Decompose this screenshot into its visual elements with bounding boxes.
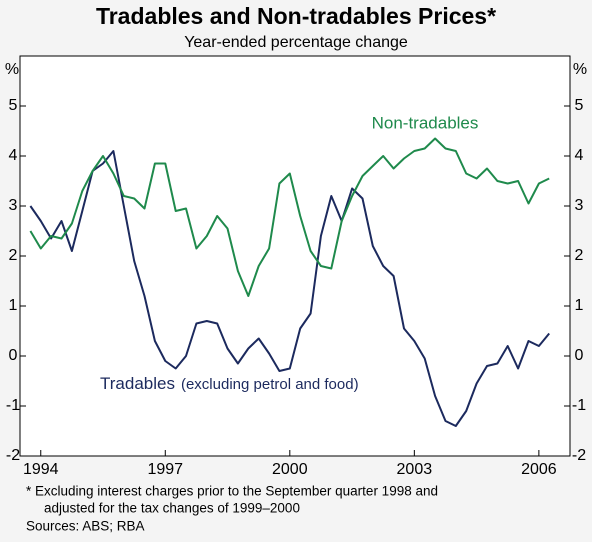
- series-line: [29, 137, 550, 297]
- y-tick-label: 5: [9, 97, 18, 114]
- y-tick-label-right: 0: [575, 347, 584, 364]
- chart-subtitle: Year-ended percentage change: [184, 34, 408, 51]
- y-tick-label: -2: [6, 447, 20, 464]
- y-tick-label: 4: [9, 147, 18, 164]
- x-tick-label: 2000: [272, 461, 308, 478]
- annotation-sub: (excluding petrol and food): [181, 376, 359, 393]
- y-tick-label-right: 1: [575, 297, 584, 314]
- y-tick-label-right: 4: [575, 147, 584, 164]
- series-line: [29, 150, 550, 427]
- y-unit-left: %: [5, 61, 19, 78]
- y-unit-right: %: [573, 61, 587, 78]
- x-tick-label: 2006: [521, 461, 557, 478]
- x-tick-label: 2003: [397, 461, 433, 478]
- y-tick-label: 0: [9, 347, 18, 364]
- y-tick-label-right: 2: [575, 247, 584, 264]
- y-tick-label: 3: [9, 197, 18, 214]
- chart-title: Tradables and Non-tradables Prices*: [96, 3, 496, 29]
- y-tick-label-right: 3: [575, 197, 584, 214]
- y-tick-label: -1: [6, 397, 20, 414]
- annotation: Tradables (excluding petrol and food): [100, 374, 359, 393]
- annotation-main: Tradables: [100, 374, 175, 393]
- x-tick-label: 1997: [147, 461, 183, 478]
- x-tick-label: 1994: [23, 461, 59, 478]
- sources: Sources: ABS; RBA: [26, 519, 145, 534]
- footnote: * Excluding interest charges prior to th…: [26, 484, 438, 499]
- y-tick-label-right: -1: [572, 397, 586, 414]
- y-tick-label: 1: [9, 297, 18, 314]
- footnote: adjusted for the tax changes of 1999–200…: [44, 501, 300, 516]
- y-tick-label: 2: [9, 247, 18, 264]
- y-tick-label-right: -2: [572, 447, 586, 464]
- annotation: Non-tradables: [372, 113, 479, 132]
- y-tick-label-right: 5: [575, 97, 584, 114]
- plot-area: [19, 55, 571, 457]
